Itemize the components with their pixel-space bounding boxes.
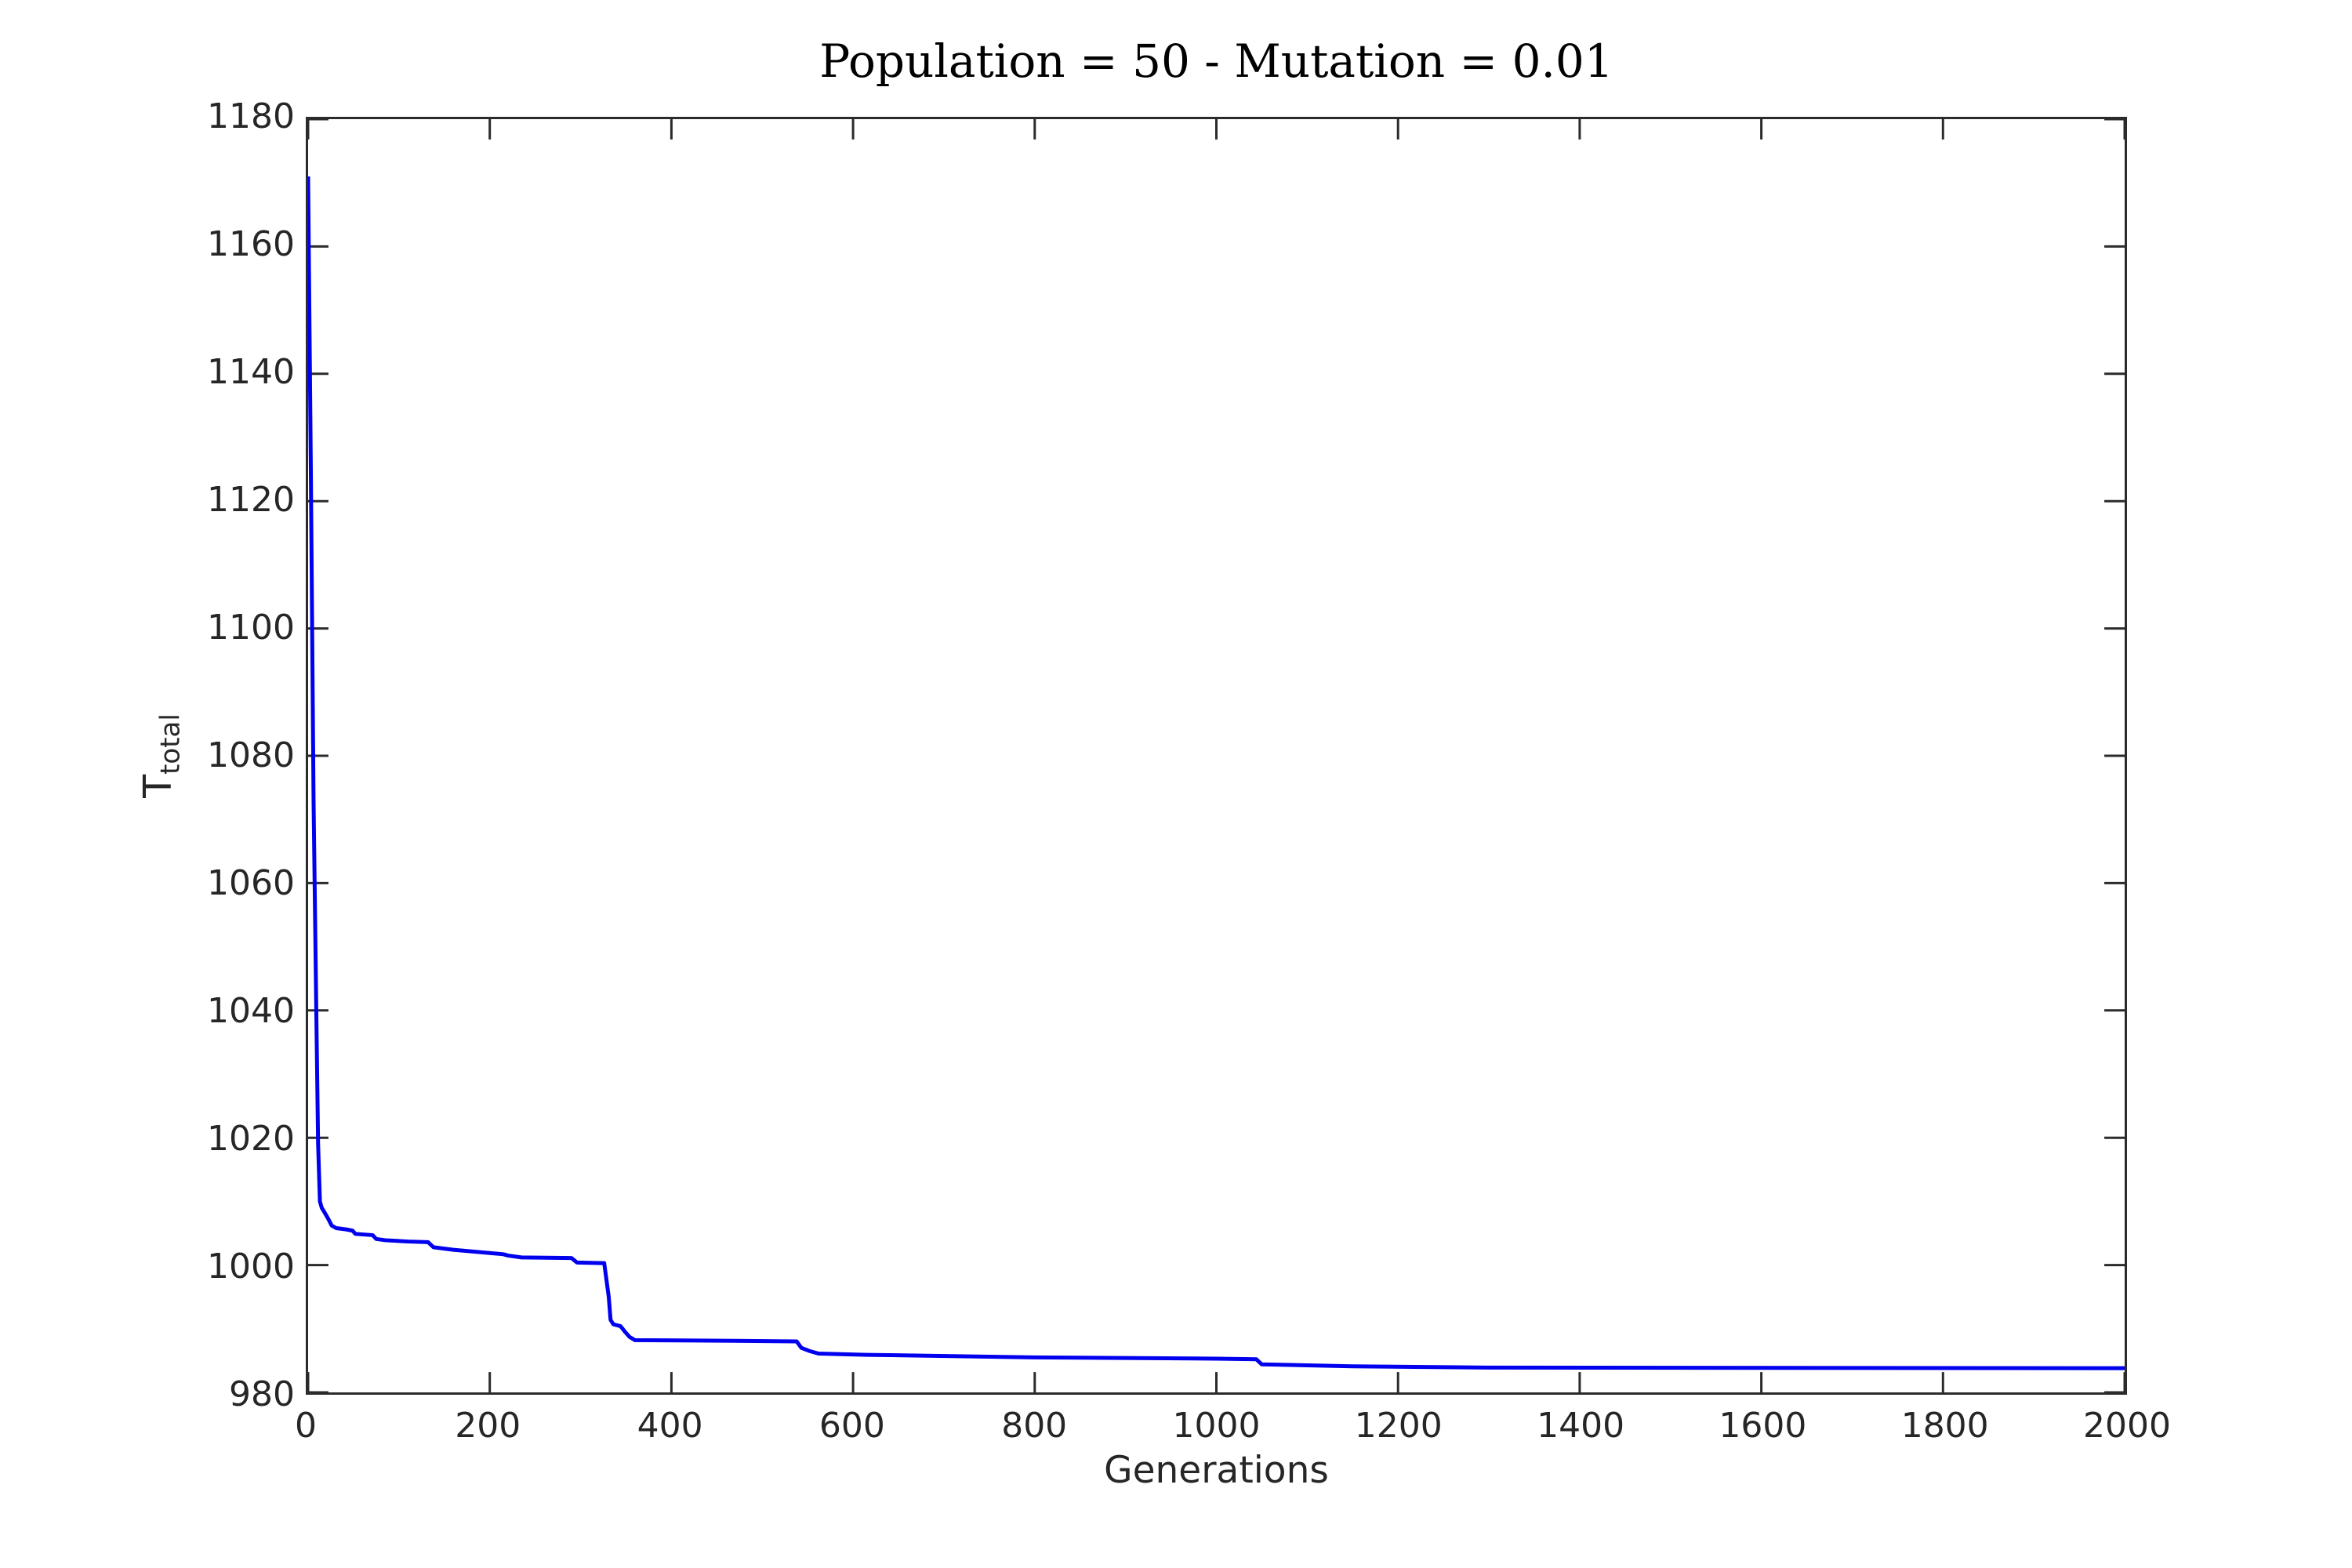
data-series-line	[308, 176, 2125, 1370]
x-tick-label: 2000	[2083, 1406, 2171, 1446]
y-tick-label: 1020	[207, 1119, 295, 1159]
y-tick-label: 1140	[207, 352, 295, 392]
chart-title: Population = 50 - Mutation = 0.01	[819, 34, 1613, 88]
plot-canvas	[308, 119, 2125, 1392]
x-tick-label: 0	[295, 1406, 317, 1446]
y-axis-label-main: T	[135, 774, 180, 798]
y-tick-label: 1000	[207, 1247, 295, 1287]
x-tick-label: 1400	[1537, 1406, 1625, 1446]
y-axis-label: Ttotal	[135, 713, 186, 798]
y-tick-label: 1160	[207, 224, 295, 264]
x-tick-label: 400	[637, 1406, 703, 1446]
x-axis-label: Generations	[1104, 1449, 1329, 1492]
y-axis-label-subscript: total	[154, 713, 187, 775]
x-tick-label: 1600	[1719, 1406, 1807, 1446]
y-tick-label: 1120	[207, 480, 295, 520]
y-tick-label: 1080	[207, 735, 295, 775]
y-tick-label: 1060	[207, 863, 295, 903]
x-tick-label: 800	[1001, 1406, 1068, 1446]
y-tick-label: 1040	[207, 991, 295, 1031]
y-tick-label: 1180	[207, 96, 295, 136]
x-tick-label: 1000	[1172, 1406, 1261, 1446]
plot-area	[306, 117, 2127, 1395]
y-tick-label: 980	[229, 1374, 295, 1414]
x-tick-label: 1800	[1900, 1406, 1989, 1446]
y-tick-label: 1100	[207, 608, 295, 648]
x-tick-label: 600	[818, 1406, 885, 1446]
x-tick-label: 1200	[1354, 1406, 1443, 1446]
x-tick-label: 200	[455, 1406, 521, 1446]
